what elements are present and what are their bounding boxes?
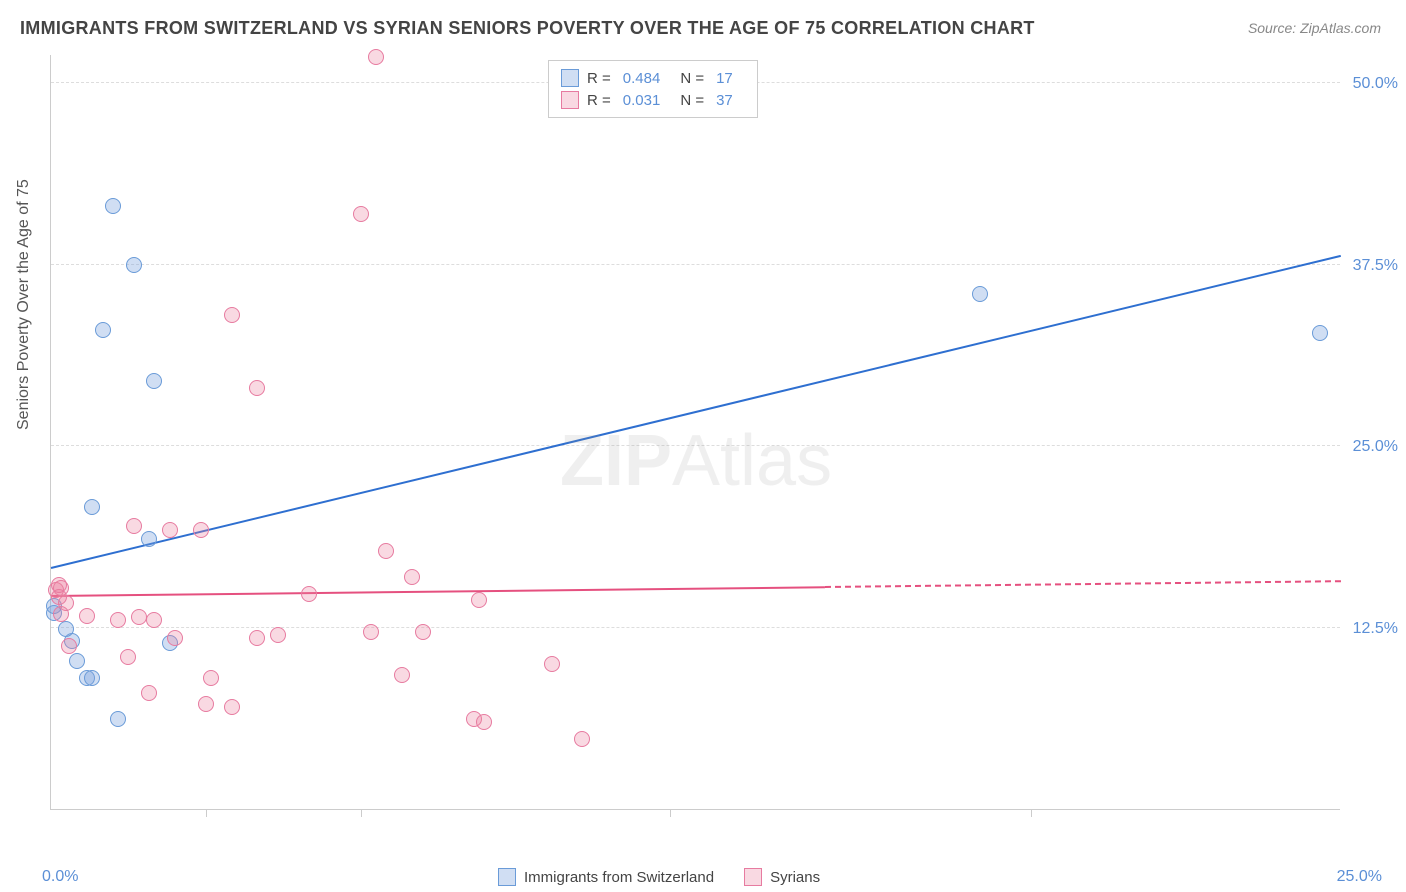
data-point bbox=[51, 577, 67, 593]
legend-swatch bbox=[498, 868, 516, 886]
data-point bbox=[141, 531, 157, 547]
series-legend-item: Syrians bbox=[744, 868, 820, 886]
data-point bbox=[110, 711, 126, 727]
legend-r-value: 0.484 bbox=[623, 70, 661, 87]
legend-r-value: 0.031 bbox=[623, 92, 661, 109]
correlation-legend: R = 0.484 N = 17 R = 0.031 N = 37 bbox=[548, 60, 758, 118]
data-point bbox=[378, 543, 394, 559]
grid-line bbox=[51, 445, 1340, 446]
y-axis-tick-label: 50.0% bbox=[1353, 75, 1398, 93]
series-legend: Immigrants from Switzerland Syrians bbox=[498, 868, 820, 886]
data-point bbox=[146, 612, 162, 628]
data-point bbox=[224, 699, 240, 715]
data-point bbox=[476, 714, 492, 730]
y-axis-tick-label: 25.0% bbox=[1353, 438, 1398, 456]
data-point bbox=[363, 624, 379, 640]
x-axis-tick bbox=[361, 809, 362, 817]
data-point bbox=[79, 608, 95, 624]
data-point bbox=[404, 569, 420, 585]
data-point bbox=[162, 522, 178, 538]
data-point bbox=[193, 522, 209, 538]
data-point bbox=[69, 653, 85, 669]
data-point bbox=[146, 373, 162, 389]
data-point bbox=[53, 606, 69, 622]
data-point bbox=[471, 592, 487, 608]
data-point bbox=[58, 621, 74, 637]
data-point bbox=[141, 685, 157, 701]
data-point bbox=[167, 630, 183, 646]
x-axis-label-min: 0.0% bbox=[42, 868, 78, 886]
data-point bbox=[249, 380, 265, 396]
legend-swatch bbox=[561, 91, 579, 109]
data-point bbox=[120, 649, 136, 665]
grid-line bbox=[51, 627, 1340, 628]
data-point bbox=[126, 518, 142, 534]
data-point bbox=[415, 624, 431, 640]
x-axis-label-max: 25.0% bbox=[1337, 868, 1382, 886]
source-attribution: Source: ZipAtlas.com bbox=[1248, 20, 1381, 36]
data-point bbox=[224, 307, 240, 323]
data-point bbox=[1312, 325, 1328, 341]
legend-r-label: R = bbox=[587, 70, 611, 87]
data-point bbox=[84, 499, 100, 515]
data-point bbox=[131, 609, 147, 625]
legend-n-label: N = bbox=[680, 70, 704, 87]
y-axis-title: Seniors Poverty Over the Age of 75 bbox=[15, 179, 33, 430]
legend-swatch bbox=[744, 868, 762, 886]
legend-n-label: N = bbox=[680, 92, 704, 109]
chart-title: IMMIGRANTS FROM SWITZERLAND VS SYRIAN SE… bbox=[20, 18, 1035, 39]
trend-line bbox=[51, 586, 825, 597]
series-name: Immigrants from Switzerland bbox=[524, 869, 714, 886]
legend-swatch bbox=[561, 69, 579, 87]
legend-n-value: 37 bbox=[716, 92, 733, 109]
x-axis-tick bbox=[206, 809, 207, 817]
data-point bbox=[126, 257, 142, 273]
data-point bbox=[301, 586, 317, 602]
y-axis-tick-label: 12.5% bbox=[1353, 620, 1398, 638]
legend-row: R = 0.031 N = 37 bbox=[561, 89, 745, 111]
series-legend-item: Immigrants from Switzerland bbox=[498, 868, 714, 886]
data-point bbox=[574, 731, 590, 747]
data-point bbox=[105, 198, 121, 214]
data-point bbox=[972, 286, 988, 302]
data-point bbox=[249, 630, 265, 646]
data-point bbox=[544, 656, 560, 672]
data-point bbox=[203, 670, 219, 686]
data-point bbox=[61, 638, 77, 654]
data-point bbox=[198, 696, 214, 712]
trend-line bbox=[825, 581, 1341, 589]
series-name: Syrians bbox=[770, 869, 820, 886]
legend-row: R = 0.484 N = 17 bbox=[561, 67, 745, 89]
grid-line bbox=[51, 264, 1340, 265]
trend-line bbox=[51, 255, 1341, 569]
y-axis-tick-label: 37.5% bbox=[1353, 257, 1398, 275]
x-axis-tick bbox=[1031, 809, 1032, 817]
legend-r-label: R = bbox=[587, 92, 611, 109]
legend-n-value: 17 bbox=[716, 70, 733, 87]
data-point bbox=[110, 612, 126, 628]
data-point bbox=[368, 49, 384, 65]
data-point bbox=[95, 322, 111, 338]
data-point bbox=[353, 206, 369, 222]
data-point bbox=[84, 670, 100, 686]
chart-plot-area: 12.5%25.0%37.5%50.0% bbox=[50, 55, 1340, 810]
x-axis-tick bbox=[670, 809, 671, 817]
data-point bbox=[270, 627, 286, 643]
data-point bbox=[394, 667, 410, 683]
